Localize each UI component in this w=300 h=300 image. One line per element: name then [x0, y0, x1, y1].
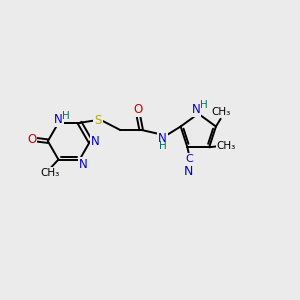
Text: N: N — [158, 132, 167, 145]
Text: N: N — [54, 113, 63, 126]
Text: S: S — [94, 114, 102, 127]
Text: N: N — [91, 135, 100, 148]
Text: H: H — [200, 100, 208, 110]
Text: H: H — [62, 111, 70, 121]
Text: CH₃: CH₃ — [212, 107, 231, 117]
Text: N: N — [80, 158, 88, 171]
Text: CH₃: CH₃ — [216, 141, 236, 151]
Text: CH₃: CH₃ — [40, 168, 59, 178]
Text: H: H — [159, 141, 167, 152]
Text: O: O — [27, 133, 36, 146]
Text: N: N — [184, 166, 194, 178]
Text: C: C — [185, 154, 193, 164]
Text: N: N — [192, 103, 200, 116]
Text: O: O — [133, 103, 142, 116]
